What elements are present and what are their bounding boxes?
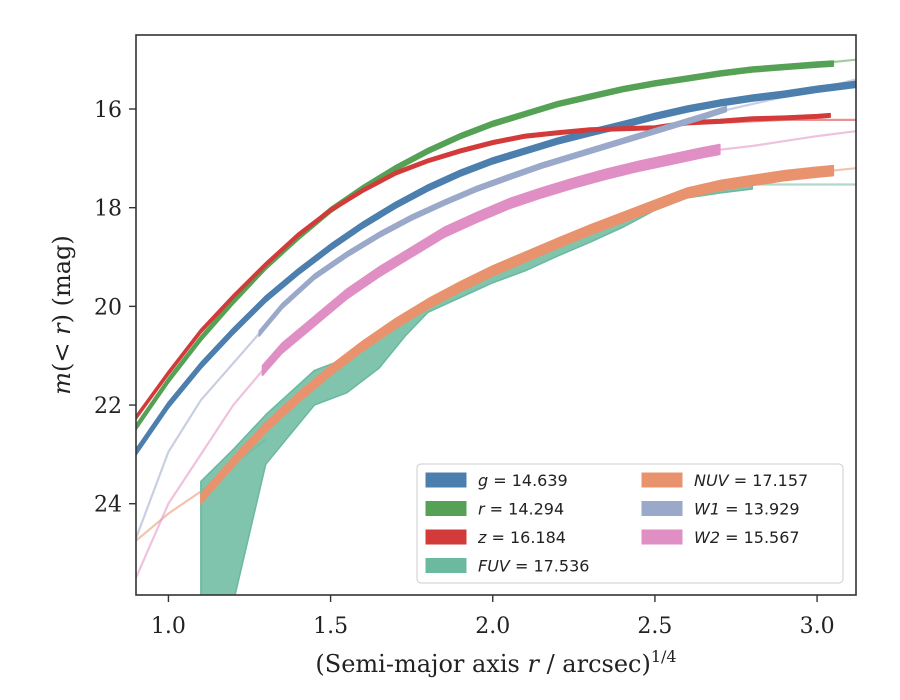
legend-swatch-r-14-294 [425, 501, 467, 516]
x-tick-label: 2.5 [637, 614, 672, 639]
y-tick-label: 24 [94, 493, 122, 518]
series-band-nuv-17-157 [200, 164, 835, 505]
y-axis-label: m(< r) (mag) [48, 235, 76, 395]
legend-swatch-g-14-639 [425, 472, 467, 488]
series-layer [136, 58, 856, 595]
legend-swatch-fuv-17-536 [425, 558, 467, 573]
x-axis-label: (Semi-major axis r / arcsec)1/4 [315, 647, 676, 678]
series-band-g-14-639 [136, 80, 856, 456]
legend-label-fuv-17-536: FUV = 17.536 [478, 557, 589, 576]
plot-frame [135, 34, 857, 596]
y-axis-ticks: 16 18 20 22 24 [94, 98, 136, 518]
y-tick-label: 16 [94, 98, 122, 123]
y-tick-label: 18 [94, 197, 122, 222]
x-tick-label: 2.0 [475, 614, 510, 639]
legend-swatch-w2-15-567 [641, 529, 683, 545]
legend-label-w1-13-929: W1 = 13.929 [694, 500, 800, 519]
x-axis-ticks: 1.0 1.5 2.0 2.5 3.0 [151, 595, 835, 639]
legend: g = 14.639 r = 14.294 z = 16.184 FUV = 17.5… [416, 463, 844, 584]
legend-swatch-nuv-17-157 [641, 472, 683, 488]
legend-label-nuv-17-157: NUV = 17.157 [694, 471, 808, 490]
series-band-w2-15-567 [261, 143, 721, 377]
legend-label-z-16-184: z = 16.184 [477, 528, 566, 547]
extrapolation-w1-13-929 [136, 332, 261, 539]
legend-box [416, 463, 844, 584]
legend-label-r-14-294: r = 14.294 [478, 500, 564, 519]
legend-swatch-w1-13-929 [641, 501, 683, 516]
x-tick-label: 3.0 [800, 614, 835, 639]
legend-label-w2-15-567: W2 = 15.567 [694, 528, 800, 547]
y-tick-label: 20 [94, 295, 122, 320]
x-tick-label: 1.0 [151, 614, 186, 639]
extrapolation-w2-15-567 [136, 369, 264, 579]
series-band-w1-13-929 [258, 105, 728, 337]
x-tick-label: 1.5 [313, 614, 348, 639]
y-tick-label: 22 [94, 394, 122, 419]
legend-swatch-z-16-184 [425, 529, 467, 545]
legend-label-g-14-639: g = 14.639 [478, 471, 568, 490]
series-band-z-16-184 [136, 112, 831, 420]
